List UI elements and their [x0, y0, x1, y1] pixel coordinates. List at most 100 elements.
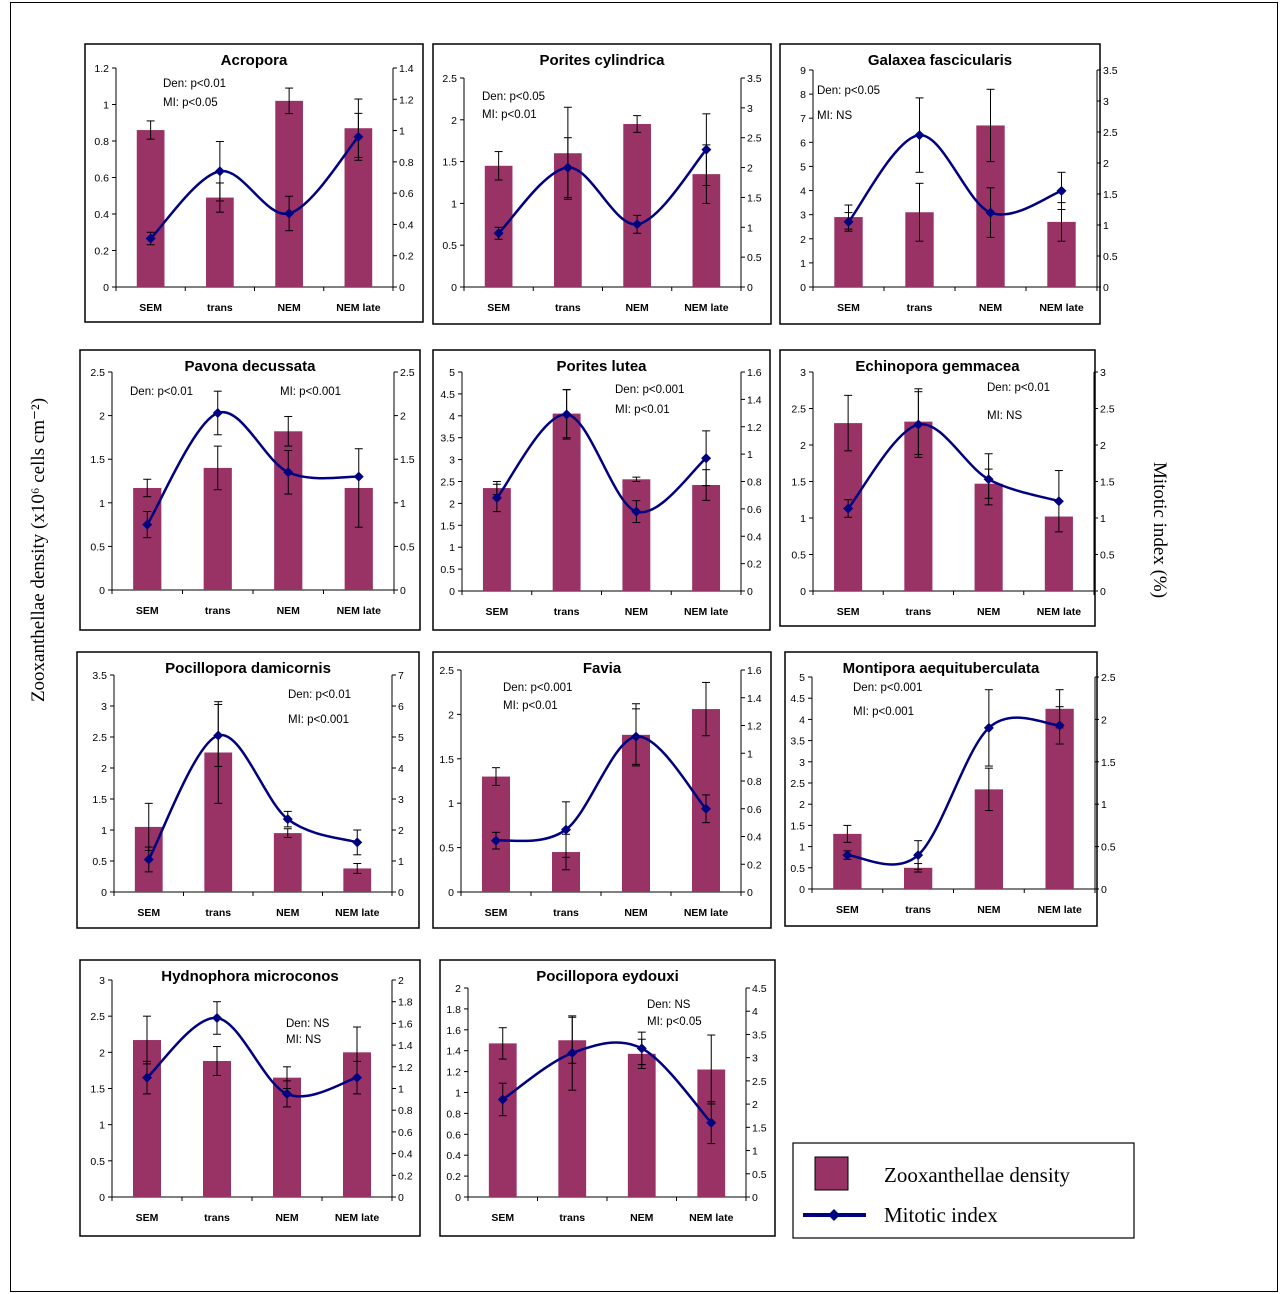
right-tick-label: 2 [400, 411, 406, 423]
chart-panel: 0 0.5 1 1.5 2 2.5 3 0 0.5 1 1.5 2 2.5 3 SEM trans NEM NEM… [779, 349, 1115, 627]
density-significance: Den: NS [647, 999, 691, 1011]
category-label: NEM [625, 606, 649, 618]
left-tick-label: 0.5 [90, 1156, 105, 1168]
left-tick-label: 2 [800, 234, 806, 246]
left-tick-label: 2.5 [440, 477, 455, 489]
legend-mitotic-marker [828, 1209, 840, 1221]
density-significance: Den: p<0.01 [987, 382, 1050, 394]
left-tick-label: 2 [449, 498, 455, 510]
left-tick-label: 2.5 [439, 665, 454, 677]
chart-panel: 0 0.5 1 1.5 2 2.5 0 0.2 0.4 0.6 0.8 1 1.2 1.4 1.6 SEM tr… [432, 651, 772, 929]
right-tick-label: 1 [1101, 799, 1107, 811]
right-tick-label: 0 [398, 887, 404, 899]
mitotic-significance: MI: p<0.01 [482, 109, 537, 121]
left-tick-label: 4.5 [440, 389, 455, 401]
panel-border [84, 43, 424, 323]
category-label: NEM [275, 1212, 299, 1224]
right-tick-label: 4 [752, 1006, 758, 1018]
density-bar [133, 487, 162, 590]
left-tick-label: 0.6 [446, 1129, 461, 1141]
right-tick-label: 2.5 [747, 133, 762, 145]
density-significance: Den: p<0.001 [853, 682, 922, 694]
right-tick-label: 1.6 [747, 665, 762, 677]
left-tick-label: 2 [99, 1047, 105, 1059]
left-tick-label: 4.5 [790, 693, 805, 705]
mitotic-point [636, 1043, 647, 1054]
right-tick-label: 1 [1103, 220, 1109, 232]
right-tick-label: 3.5 [1103, 65, 1118, 77]
category-label: SEM [836, 904, 859, 916]
density-significance: Den: p<0.01 [288, 689, 351, 701]
left-tick-label: 2.5 [790, 778, 805, 790]
panel-border [779, 349, 1096, 627]
panel-title: Hydnophora microconos [161, 968, 339, 985]
mitotic-point [143, 854, 154, 865]
category-label: SEM [487, 302, 510, 314]
mitotic-point [352, 837, 363, 848]
panel-title: Echinopora gemmacea [855, 358, 1020, 375]
mitotic-point [913, 850, 924, 861]
left-tick-label: 1 [455, 1088, 461, 1100]
panel-title: Pocillopora eydouxi [536, 968, 679, 985]
left-tick-label: 1 [800, 258, 806, 270]
right-tick-label: 2 [1101, 714, 1107, 726]
category-label: trans [205, 907, 231, 919]
density-significance: Den: NS [286, 1018, 330, 1030]
right-tick-label: 0.6 [399, 188, 414, 200]
mitotic-index-line [146, 1016, 358, 1098]
chart-panel: 0 0.5 1 1.5 2 2.5 3 0 0.2 0.4 0.6 0.8 1 1.2 1.4 1.6 1.8 2… [79, 959, 421, 1237]
left-tick-label: 1.2 [446, 1067, 461, 1079]
mitotic-point [497, 1094, 508, 1105]
mitotic-point [843, 503, 854, 514]
right-tick-label: 1.4 [747, 693, 762, 705]
left-tick-label: 0 [449, 586, 455, 598]
left-tick-label: 1.5 [791, 477, 806, 489]
right-tick-label: 1.5 [400, 454, 415, 466]
left-tick-label: 2 [99, 411, 105, 423]
category-label: NEM [624, 907, 648, 919]
mitotic-significance: MI: NS [987, 410, 1022, 422]
left-tick-label: 3 [800, 367, 806, 379]
right-tick-label: 2.5 [752, 1076, 767, 1088]
density-bar [833, 833, 862, 889]
density-bar [273, 833, 302, 892]
mitotic-point [212, 407, 223, 418]
left-tick-label: 5 [800, 161, 806, 173]
category-label: NEM late [684, 907, 729, 919]
chart-panel: 0 0.5 1 1.5 2 2.5 0 0.5 1 1.5 2 2.5 SEM trans NEM NEM l… [79, 349, 421, 631]
left-tick-label: 2 [799, 799, 805, 811]
right-tick-label: 4.5 [752, 983, 767, 995]
mitotic-point [914, 130, 925, 141]
category-label: NEM late [335, 1212, 380, 1224]
left-tick-label: 0.5 [439, 843, 454, 855]
left-tick-label: 2.5 [442, 73, 457, 85]
category-label: NEM late [1037, 606, 1082, 618]
panel-title: Pocillopora damicornis [165, 660, 331, 677]
density-bar [203, 1061, 231, 1197]
right-tick-label: 0 [1101, 884, 1107, 896]
right-tick-label: 0.5 [1103, 251, 1118, 263]
left-tick-label: 4 [449, 411, 455, 423]
right-tick-label: 0 [752, 1192, 758, 1204]
left-tick-label: 3 [800, 210, 806, 222]
mitotic-index-line [147, 734, 358, 861]
density-bar [692, 485, 721, 591]
left-tick-label: 0.8 [94, 136, 109, 148]
left-tick-label: 2 [451, 115, 457, 127]
left-tick-label: 0.2 [446, 1171, 461, 1183]
left-tick-label: 0 [99, 585, 105, 597]
category-label: trans [559, 1212, 585, 1224]
right-tick-label: 1 [400, 498, 406, 510]
right-tick-label: 1.2 [747, 721, 762, 733]
left-axis-label: Zooxanthellae density (x10⁶ cells cm⁻²) [28, 398, 49, 702]
left-tick-label: 8 [800, 89, 806, 101]
left-tick-label: 5 [449, 367, 455, 379]
category-label: NEM [977, 606, 1001, 618]
category-label: NEM [979, 302, 1003, 314]
chart-panel: 0 1 2 3 4 5 6 7 8 9 0 0.5 1 1.5 2 2.5 3 3.5 SEM trans NEM NEM… [779, 43, 1118, 325]
left-tick-label: 0.4 [94, 209, 109, 221]
right-tick-label: 0 [747, 887, 753, 899]
left-tick-label: 0 [448, 887, 454, 899]
mitotic-point [1053, 496, 1064, 507]
